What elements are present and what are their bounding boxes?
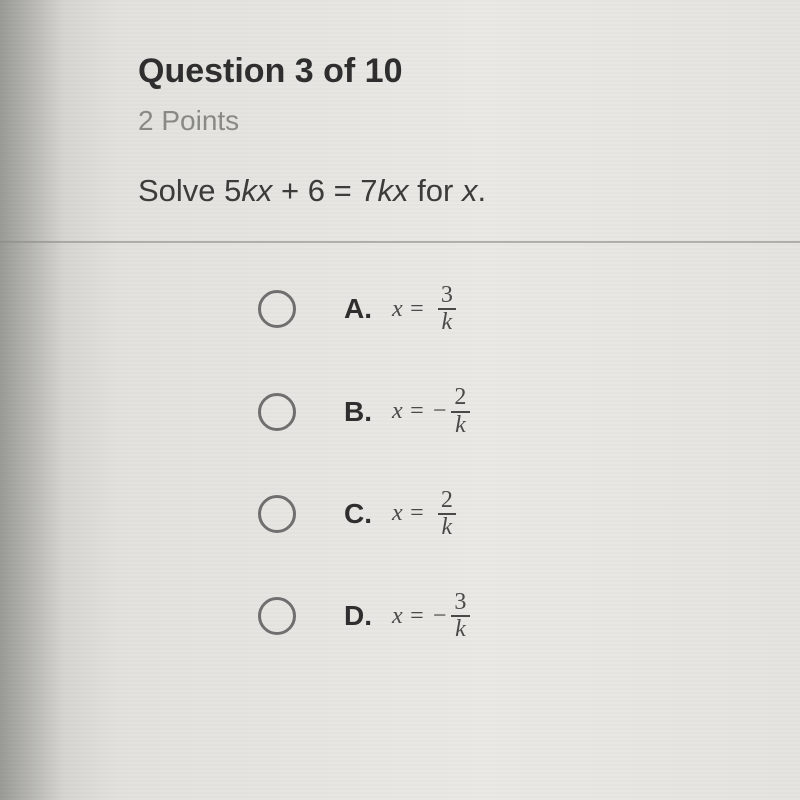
option-equation: x = − 3 k (392, 590, 470, 642)
prompt-text: for (409, 173, 462, 208)
prompt-text: . (477, 173, 486, 208)
divider (0, 241, 800, 243)
eq-lhs: x = (392, 296, 425, 323)
fraction-num: 3 (437, 283, 457, 308)
question-card: Question 3 of 10 2 Points Solve 5kx + 6 … (0, 0, 800, 683)
fraction: 3 k (450, 590, 470, 642)
fraction-den: k (451, 615, 470, 642)
option-d[interactable]: D. x = − 3 k (258, 590, 760, 642)
eq-sign: − (433, 603, 447, 630)
radio-icon[interactable] (258, 495, 296, 533)
question-prompt: Solve 5kx + 6 = 7kx for x. (138, 173, 760, 209)
fraction-den: k (438, 308, 457, 335)
eq-lhs: x = (392, 398, 425, 425)
question-title: Question 3 of 10 (138, 52, 760, 91)
fraction: 2 k (450, 385, 470, 437)
option-a[interactable]: A. x = 3 k (258, 283, 760, 335)
eq-lhs: x = (392, 500, 425, 527)
fraction-num: 3 (450, 590, 470, 615)
fraction: 2 k (437, 488, 457, 540)
option-equation: x = 3 k (392, 283, 457, 335)
question-points: 2 Points (138, 105, 760, 137)
option-equation: x = − 2 k (392, 385, 470, 437)
option-label: A. (344, 293, 374, 325)
radio-icon[interactable] (258, 290, 296, 328)
option-label: D. (344, 600, 374, 632)
fraction-den: k (451, 411, 470, 438)
prompt-var: kx (241, 173, 272, 208)
option-label: B. (344, 396, 374, 428)
options-list: A. x = 3 k B. x = − 2 k (138, 283, 760, 643)
fraction-den: k (438, 513, 457, 540)
eq-lhs: x = (392, 603, 425, 630)
eq-sign: − (433, 398, 447, 425)
radio-icon[interactable] (258, 393, 296, 431)
prompt-text: Solve 5 (138, 173, 241, 208)
fraction-num: 2 (450, 385, 470, 410)
option-label: C. (344, 498, 374, 530)
fraction-num: 2 (437, 488, 457, 513)
option-c[interactable]: C. x = 2 k (258, 488, 760, 540)
prompt-text: + 6 = 7 (272, 173, 377, 208)
option-b[interactable]: B. x = − 2 k (258, 385, 760, 437)
option-equation: x = 2 k (392, 488, 457, 540)
prompt-var: kx (378, 173, 409, 208)
radio-icon[interactable] (258, 597, 296, 635)
prompt-var: x (462, 173, 478, 208)
fraction: 3 k (437, 283, 457, 335)
